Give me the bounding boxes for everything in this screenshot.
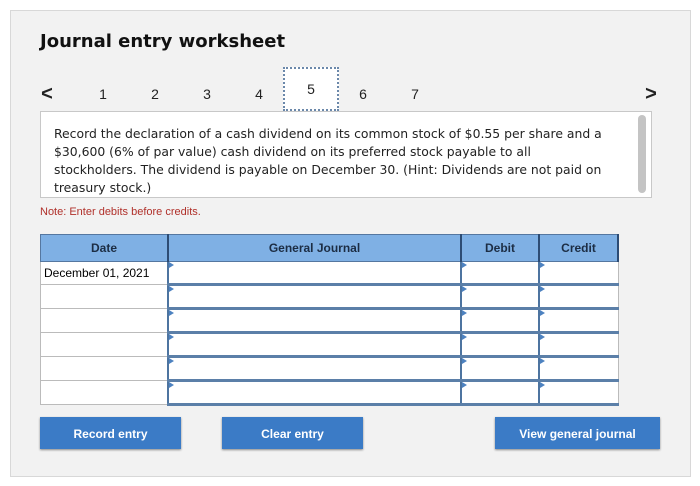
table-row xyxy=(40,332,619,358)
date-cell xyxy=(40,380,169,405)
date-cell: December 01, 2021 xyxy=(40,261,169,285)
page-tab-6[interactable]: 6 xyxy=(359,86,367,102)
credit-input[interactable] xyxy=(538,332,619,358)
debit-input[interactable] xyxy=(460,332,540,358)
page-tab-7[interactable]: 7 xyxy=(411,86,419,102)
account-input[interactable] xyxy=(167,332,462,358)
debit-input[interactable] xyxy=(460,356,540,382)
date-cell xyxy=(40,332,169,357)
header-date: Date xyxy=(40,234,169,262)
debit-input[interactable] xyxy=(460,380,540,406)
record-entry-button[interactable]: Record entry xyxy=(40,417,181,449)
date-cell xyxy=(40,308,169,333)
prev-page-button[interactable]: < xyxy=(41,83,53,105)
page-tab-2[interactable]: 2 xyxy=(151,86,159,102)
scrollbar[interactable] xyxy=(638,115,646,193)
credit-input[interactable] xyxy=(538,356,619,382)
header-debit: Debit xyxy=(460,234,540,262)
table-row xyxy=(40,284,619,310)
header-credit: Credit xyxy=(538,234,619,262)
account-input[interactable] xyxy=(167,356,462,382)
page-tab-4[interactable]: 4 xyxy=(255,86,263,102)
account-input[interactable] xyxy=(167,380,462,406)
debit-input[interactable] xyxy=(460,284,540,310)
debit-input[interactable] xyxy=(460,308,540,334)
credit-input[interactable] xyxy=(538,380,619,406)
next-page-button[interactable]: > xyxy=(645,83,657,105)
header-general-journal: General Journal xyxy=(167,234,462,262)
credit-input[interactable] xyxy=(538,284,619,310)
account-input[interactable] xyxy=(167,284,462,310)
account-input[interactable] xyxy=(167,261,462,286)
note-text: Note: Enter debits before credits. xyxy=(40,206,201,218)
worksheet-card: Journal entry worksheet < 1 2 3 4 5 6 7 … xyxy=(10,10,691,477)
question-text: Record the declaration of a cash dividen… xyxy=(54,126,602,195)
date-cell xyxy=(40,356,169,381)
page-title: Journal entry worksheet xyxy=(40,31,286,52)
page-tab-3[interactable]: 3 xyxy=(203,86,211,102)
debit-input[interactable] xyxy=(460,261,540,286)
table-row: December 01, 2021 xyxy=(40,261,619,286)
question-box: Record the declaration of a cash dividen… xyxy=(40,111,652,198)
credit-input[interactable] xyxy=(538,308,619,334)
journal-table: Date General Journal Debit Credit Decemb… xyxy=(40,234,619,406)
clear-entry-button[interactable]: Clear entry xyxy=(222,417,363,449)
table-row xyxy=(40,356,619,382)
view-general-journal-button[interactable]: View general journal xyxy=(495,417,660,449)
table-row xyxy=(40,308,619,334)
credit-input[interactable] xyxy=(538,261,619,286)
account-input[interactable] xyxy=(167,308,462,334)
date-cell xyxy=(40,284,169,309)
table-row xyxy=(40,380,619,406)
page-tab-5-current[interactable]: 5 xyxy=(283,67,339,111)
page-tab-1[interactable]: 1 xyxy=(99,86,107,102)
